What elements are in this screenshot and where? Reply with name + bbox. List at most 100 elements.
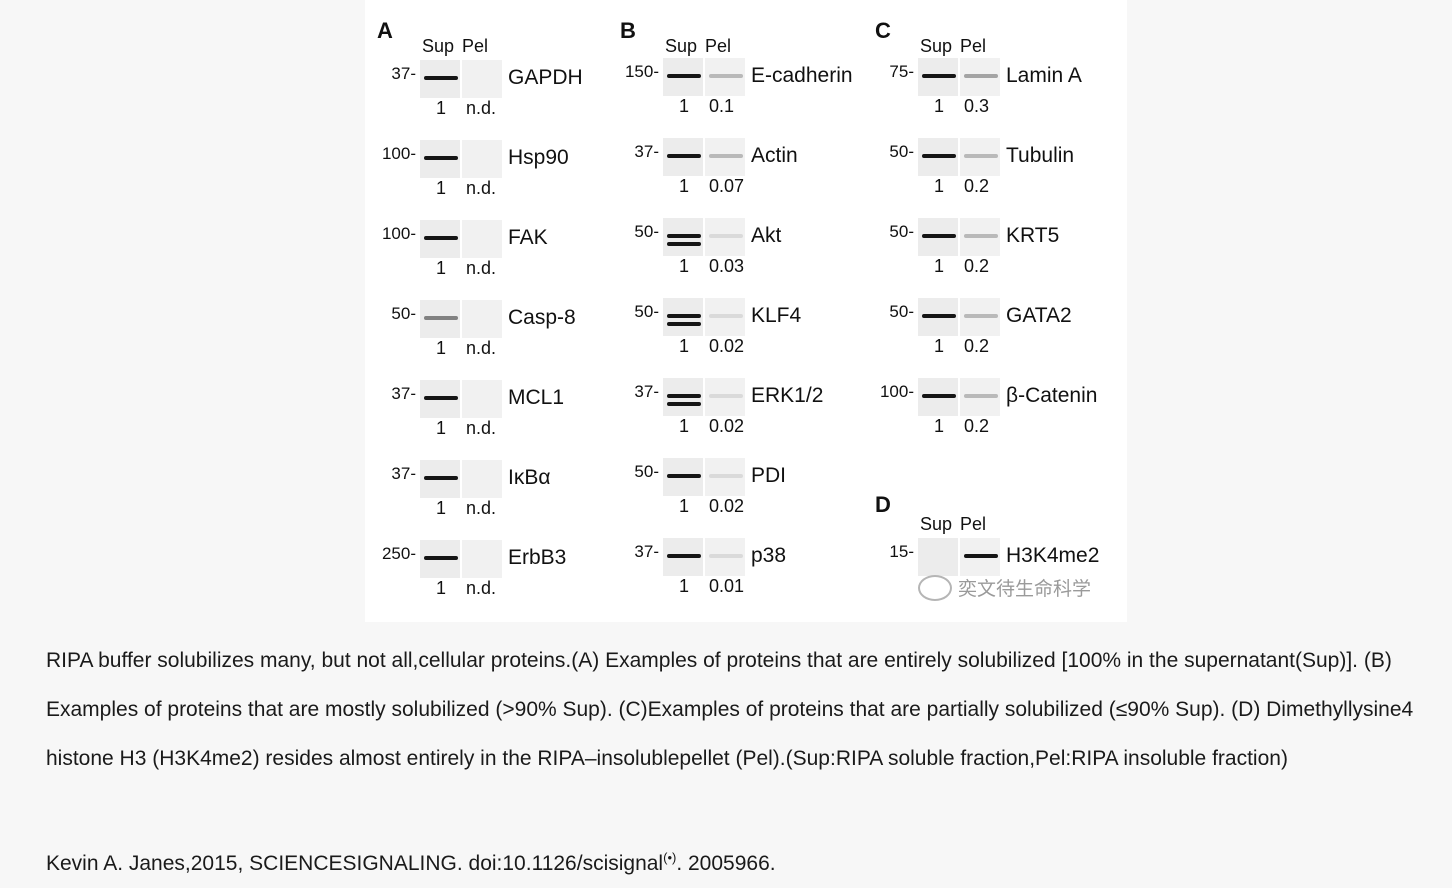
quant-pel: 0.2 xyxy=(964,256,990,276)
band-sup xyxy=(424,156,458,160)
quant-sup: 1 xyxy=(679,96,690,116)
protein-label: Akt xyxy=(751,224,782,247)
blot-strip xyxy=(420,60,558,98)
band-sup xyxy=(667,74,701,78)
band-pel xyxy=(709,314,743,318)
quant-pel: 0.02 xyxy=(709,496,745,516)
lane-label-sup: Sup xyxy=(920,514,953,534)
mw-marker: 37- xyxy=(391,464,416,483)
band-sup xyxy=(922,234,956,238)
band-sup xyxy=(922,394,956,398)
quant-pel: 0.2 xyxy=(964,176,990,196)
protein-label: GAPDH xyxy=(508,66,583,89)
band-sup xyxy=(922,154,956,158)
quant-pel: 0.02 xyxy=(709,416,745,436)
mw-marker: 50- xyxy=(634,302,659,321)
citation: Kevin A. Janes,2015, SCIENCESIGNALING. d… xyxy=(46,838,1441,884)
panel-letter-d: D xyxy=(875,492,891,517)
quant-pel: n.d. xyxy=(466,338,497,358)
blot-strip xyxy=(420,540,558,578)
quant-sup: 1 xyxy=(436,578,447,598)
mw-marker: 50- xyxy=(391,304,416,323)
blot-strip xyxy=(663,458,801,496)
band-pel xyxy=(964,74,998,78)
panel-letter-c: C xyxy=(875,18,891,43)
panel-letter-b: B xyxy=(620,18,636,43)
mw-marker: 50- xyxy=(634,462,659,481)
quant-pel: n.d. xyxy=(466,178,497,198)
blot-strip xyxy=(663,218,801,256)
watermark-text: 奕文待生命科学 xyxy=(958,579,1092,600)
protein-label: ERK1/2 xyxy=(751,384,824,407)
blot-strip xyxy=(918,538,1056,576)
mw-marker: 37- xyxy=(634,542,659,561)
protein-label: KLF4 xyxy=(751,304,802,327)
band-sup-second xyxy=(667,402,701,406)
quant-sup: 1 xyxy=(934,416,945,436)
protein-label: β-Catenin xyxy=(1006,384,1098,407)
quant-pel: n.d. xyxy=(466,578,497,598)
quant-sup: 1 xyxy=(436,418,447,438)
mw-marker: 150- xyxy=(624,62,659,81)
lane-label-pel: Pel xyxy=(960,36,987,56)
band-sup xyxy=(667,234,701,238)
blot-strip xyxy=(420,140,558,178)
protein-label: MCL1 xyxy=(508,386,565,409)
quant-sup: 1 xyxy=(436,338,447,358)
quant-pel: n.d. xyxy=(466,98,497,118)
protein-label: FAK xyxy=(508,226,548,249)
mw-marker: 50- xyxy=(889,142,914,161)
panel-letter-a: A xyxy=(377,18,393,43)
band-sup-second xyxy=(667,322,701,326)
mw-marker: 75- xyxy=(889,62,914,81)
band-pel xyxy=(709,474,743,478)
quant-sup: 1 xyxy=(436,98,447,118)
band-sup-second xyxy=(667,242,701,246)
blot-strip xyxy=(663,298,801,336)
mw-marker: 37- xyxy=(634,382,659,401)
blot-strip xyxy=(420,300,558,338)
quant-sup: 1 xyxy=(679,336,690,356)
band-sup xyxy=(424,556,458,560)
protein-label: Actin xyxy=(751,144,798,167)
blot-strip xyxy=(918,218,1056,256)
blot-strip xyxy=(918,138,1056,176)
quant-pel: 0.3 xyxy=(964,96,990,116)
band-pel xyxy=(709,74,743,78)
western-blot-figure: A Sup Pel 37- GAPDH 1 n.d. 100- Hsp90 1 n.d. 100- FA… xyxy=(365,0,1127,622)
mw-marker: 100- xyxy=(381,224,416,243)
band-sup xyxy=(922,314,956,318)
quant-sup: 1 xyxy=(436,258,447,278)
blot-strip xyxy=(663,58,801,96)
band-sup xyxy=(667,554,701,558)
lane-header: Sup Pel xyxy=(920,36,986,57)
quant-sup: 1 xyxy=(679,416,690,436)
quant-pel: 0.07 xyxy=(709,176,745,196)
quant-pel: 0.2 xyxy=(964,416,990,436)
band-sup xyxy=(424,476,458,480)
quant-sup: 1 xyxy=(934,336,945,356)
band-sup xyxy=(667,394,701,398)
band-pel xyxy=(709,554,743,558)
lane-label-sup: Sup xyxy=(665,36,698,56)
blot-strip xyxy=(420,380,558,418)
quant-pel: 0.01 xyxy=(709,576,745,596)
band-sup xyxy=(667,474,701,478)
band-pel xyxy=(709,154,743,158)
quant-sup: 1 xyxy=(679,256,690,276)
protein-label: H3K4me2 xyxy=(1006,544,1100,567)
quant-sup: 1 xyxy=(436,498,447,518)
mw-marker: 50- xyxy=(889,222,914,241)
band-sup xyxy=(922,74,956,78)
mw-marker: 100- xyxy=(381,144,416,163)
band-sup xyxy=(667,154,701,158)
band-pel xyxy=(964,154,998,158)
lane-header: Sup Pel xyxy=(665,36,731,57)
blot-strip xyxy=(420,460,558,498)
figure-caption: RIPA buffer solubilizes many, but not al… xyxy=(46,649,1414,770)
protein-label: Lamin A xyxy=(1006,64,1082,87)
mw-marker: 100- xyxy=(879,382,914,401)
blot-strip xyxy=(663,138,801,176)
protein-label: E-cadherin xyxy=(751,64,853,87)
lane-label-pel: Pel xyxy=(705,36,732,56)
